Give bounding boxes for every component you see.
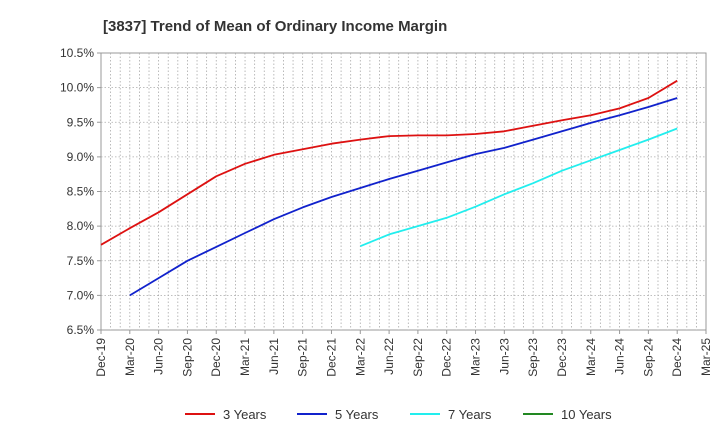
x-tick-label: Jun-20	[152, 338, 166, 375]
x-tick-label: Jun-23	[497, 338, 511, 375]
x-tick-label: Mar-22	[353, 338, 367, 376]
legend-label: 3 Years	[223, 407, 267, 422]
x-tick-label: Sep-23	[526, 338, 540, 377]
y-tick-label: 9.0%	[67, 150, 95, 164]
x-tick-label: Mar-21	[238, 338, 252, 376]
x-tick-label: Sep-22	[411, 338, 425, 377]
y-tick-label: 7.0%	[67, 288, 95, 302]
y-tick-label: 7.5%	[67, 254, 95, 268]
x-tick-label: Sep-21	[296, 338, 310, 377]
series-lines	[100, 79, 678, 297]
y-tick-label: 10.5%	[60, 46, 94, 60]
legend-label: 10 Years	[561, 407, 612, 422]
legend: 3 Years 5 Years 7 Years 10 Years	[185, 407, 612, 422]
x-tick-label: Dec-23	[555, 338, 569, 377]
x-tick-label: Mar-20	[123, 338, 137, 376]
x-tick-label: Dec-20	[209, 338, 223, 377]
legend-label: 7 Years	[448, 407, 492, 422]
y-tick-label: 10.0%	[60, 81, 94, 95]
y-tick-label: 8.0%	[67, 219, 95, 233]
x-tick-label: Jun-21	[267, 338, 281, 375]
x-tick-label: Dec-21	[324, 338, 338, 377]
legend-label: 5 Years	[335, 407, 379, 422]
x-tick-label: Sep-24	[641, 338, 655, 377]
series-line-7-years	[359, 127, 678, 248]
x-tick-label: Jun-22	[382, 338, 396, 375]
x-tick-label: Dec-24	[670, 338, 684, 377]
y-tick-label: 6.5%	[67, 323, 95, 337]
grid-lines	[101, 53, 706, 330]
series-line-3-years	[100, 79, 678, 246]
x-tick-label: Mar-24	[584, 338, 598, 376]
chart-title: [3837] Trend of Mean of Ordinary Income …	[103, 18, 447, 35]
y-axis: 6.5% 7.0% 7.5% 8.0% 8.5% 9.0% 9.5% 10.0% 10.5%	[60, 46, 101, 337]
series-line-5-years	[129, 97, 678, 297]
y-tick-label: 8.5%	[67, 185, 95, 199]
y-tick-label: 9.5%	[67, 115, 95, 129]
x-tick-label: Dec-22	[440, 338, 454, 377]
x-axis: Dec-19 Mar-20 Jun-20 Sep-20 Dec-20 Mar-21 Jun-…	[94, 330, 713, 377]
x-tick-label: Sep-20	[180, 338, 194, 377]
x-tick-label: Mar-25	[699, 338, 713, 376]
x-tick-label: Jun-24	[613, 338, 627, 375]
x-tick-label: Dec-19	[94, 338, 108, 377]
x-tick-label: Mar-23	[469, 338, 483, 376]
